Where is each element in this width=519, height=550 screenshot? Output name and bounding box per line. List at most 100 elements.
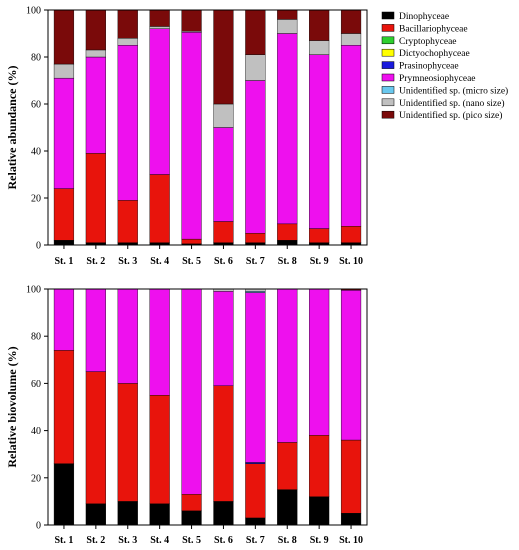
- legend-swatch: [381, 36, 395, 45]
- bar-segment: [53, 463, 75, 526]
- bar-segment: [213, 291, 234, 386]
- bar-segment: [309, 288, 330, 436]
- legend-swatch: [381, 61, 395, 69]
- y-tick-label: 0: [36, 241, 41, 252]
- bar-segment: [309, 496, 330, 526]
- bar-segment: [309, 54, 330, 229]
- bar-segment: [53, 9, 75, 65]
- bar-segment: [340, 9, 362, 34]
- x-tick-label: St. 4: [150, 256, 169, 267]
- bar-segment: [245, 517, 266, 526]
- bar-segment: [309, 435, 330, 497]
- bar-segment: [277, 223, 298, 241]
- bar-segment: [245, 292, 266, 463]
- x-tick-label: St. 6: [214, 256, 233, 267]
- bar-segment: [245, 54, 266, 81]
- bar-segment: [340, 225, 362, 243]
- bar-segment: [53, 188, 75, 241]
- legend-entry: Unidentified sp. (nano size): [399, 98, 505, 109]
- bar-segment: [277, 9, 298, 20]
- x-tick-label: St. 10: [339, 535, 363, 546]
- bar-segment: [277, 19, 298, 34]
- x-tick-label: St. 1: [54, 256, 73, 267]
- legend-entry: Dictyochophyceae: [399, 49, 470, 59]
- y-tick-label: 40: [31, 147, 41, 158]
- bar-segment: [85, 288, 106, 372]
- bar-segment: [85, 56, 106, 154]
- legend-entry: Prasinophyceae: [399, 62, 459, 72]
- bar-segment: [340, 289, 362, 441]
- bar-segment: [53, 63, 75, 79]
- bar-segment: [85, 371, 106, 504]
- x-tick-label: St. 9: [310, 535, 329, 546]
- bar-segment: [149, 503, 170, 526]
- bar-segment: [117, 9, 138, 39]
- legend-entry: Prymneosiophyceae: [399, 74, 476, 84]
- bar-segment: [340, 513, 362, 526]
- bar-segment: [85, 153, 106, 243]
- bar-segment: [149, 9, 170, 27]
- bar-segment: [181, 238, 202, 245]
- x-tick-label: St. 2: [86, 535, 105, 546]
- plot-frame: [47, 288, 368, 526]
- y-tick-label: 20: [31, 473, 41, 484]
- bar-segment: [213, 221, 234, 243]
- y-axis-label: Relative biovolume (%): [5, 346, 19, 467]
- y-tick-label: 40: [31, 426, 41, 437]
- x-tick-label: St. 8: [278, 256, 297, 267]
- bar-segment: [53, 77, 75, 189]
- bar-segment: [277, 288, 298, 443]
- chart-panel-1: St. 1 St. 2 St. 3 St. 4 St. 5 St. 6 St. 7 St. 8…: [5, 6, 508, 268]
- bar-segment: [149, 174, 170, 243]
- x-tick-label: St. 9: [310, 256, 329, 267]
- bar-segment: [53, 350, 75, 464]
- bar-segment: [277, 240, 298, 246]
- bar-segment: [85, 9, 106, 51]
- y-tick-label: 80: [31, 53, 41, 64]
- x-tick-label: St. 3: [118, 256, 137, 267]
- y-tick-label: 100: [26, 6, 41, 17]
- bar-segment: [149, 26, 170, 30]
- legend-entry: Bacillariophyceae: [399, 24, 468, 34]
- bar-segment: [277, 33, 298, 225]
- bar-segment: [149, 395, 170, 504]
- bar-segment: [117, 200, 138, 243]
- legend: Dinophyceae Bacillariophyceae Cryptophycea…: [381, 11, 508, 121]
- x-tick-label: St. 10: [339, 256, 363, 267]
- x-tick-label: St. 7: [246, 535, 265, 546]
- bar-segment: [53, 240, 75, 246]
- legend-entry: Dinophyceae: [399, 12, 449, 22]
- bar-segment: [117, 501, 138, 526]
- plot-frame: [47, 9, 368, 246]
- bar-segment: [309, 9, 330, 41]
- bar-segment: [340, 45, 362, 227]
- legend-swatch: [381, 73, 395, 82]
- bar-segment: [85, 503, 106, 526]
- legend-entry: Cryptophyceae: [399, 37, 457, 47]
- chart-panel-2: St. 1 St. 2 St. 3 St. 4 St. 5 St. 6 St. 7 St. 8…: [5, 285, 368, 546]
- x-tick-label: St. 6: [214, 535, 233, 546]
- bar-segment: [53, 288, 75, 351]
- bar-segment: [340, 439, 362, 514]
- bar-segment: [181, 9, 202, 32]
- bar-segment: [309, 40, 330, 55]
- legend-swatch: [381, 11, 395, 20]
- bar-segment: [149, 288, 170, 396]
- legend-swatch: [381, 86, 395, 94]
- bar-segment: [213, 9, 234, 105]
- legend-entry: Unidentified sp. (pico size): [399, 110, 502, 121]
- bar-segment: [117, 288, 138, 384]
- y-tick-label: 20: [31, 194, 41, 205]
- x-tick-label: St. 3: [118, 535, 137, 546]
- bar-segment: [245, 463, 266, 519]
- bar-segment: [277, 489, 298, 526]
- y-tick-label: 60: [31, 379, 41, 390]
- bar-segment: [213, 385, 234, 502]
- bar-segment: [245, 9, 266, 55]
- bar-segment: [117, 45, 138, 201]
- bar-segment: [213, 127, 234, 222]
- bar-segment: [181, 288, 202, 495]
- bar-segment: [181, 510, 202, 526]
- y-axis-label: Relative abundance (%): [5, 66, 19, 190]
